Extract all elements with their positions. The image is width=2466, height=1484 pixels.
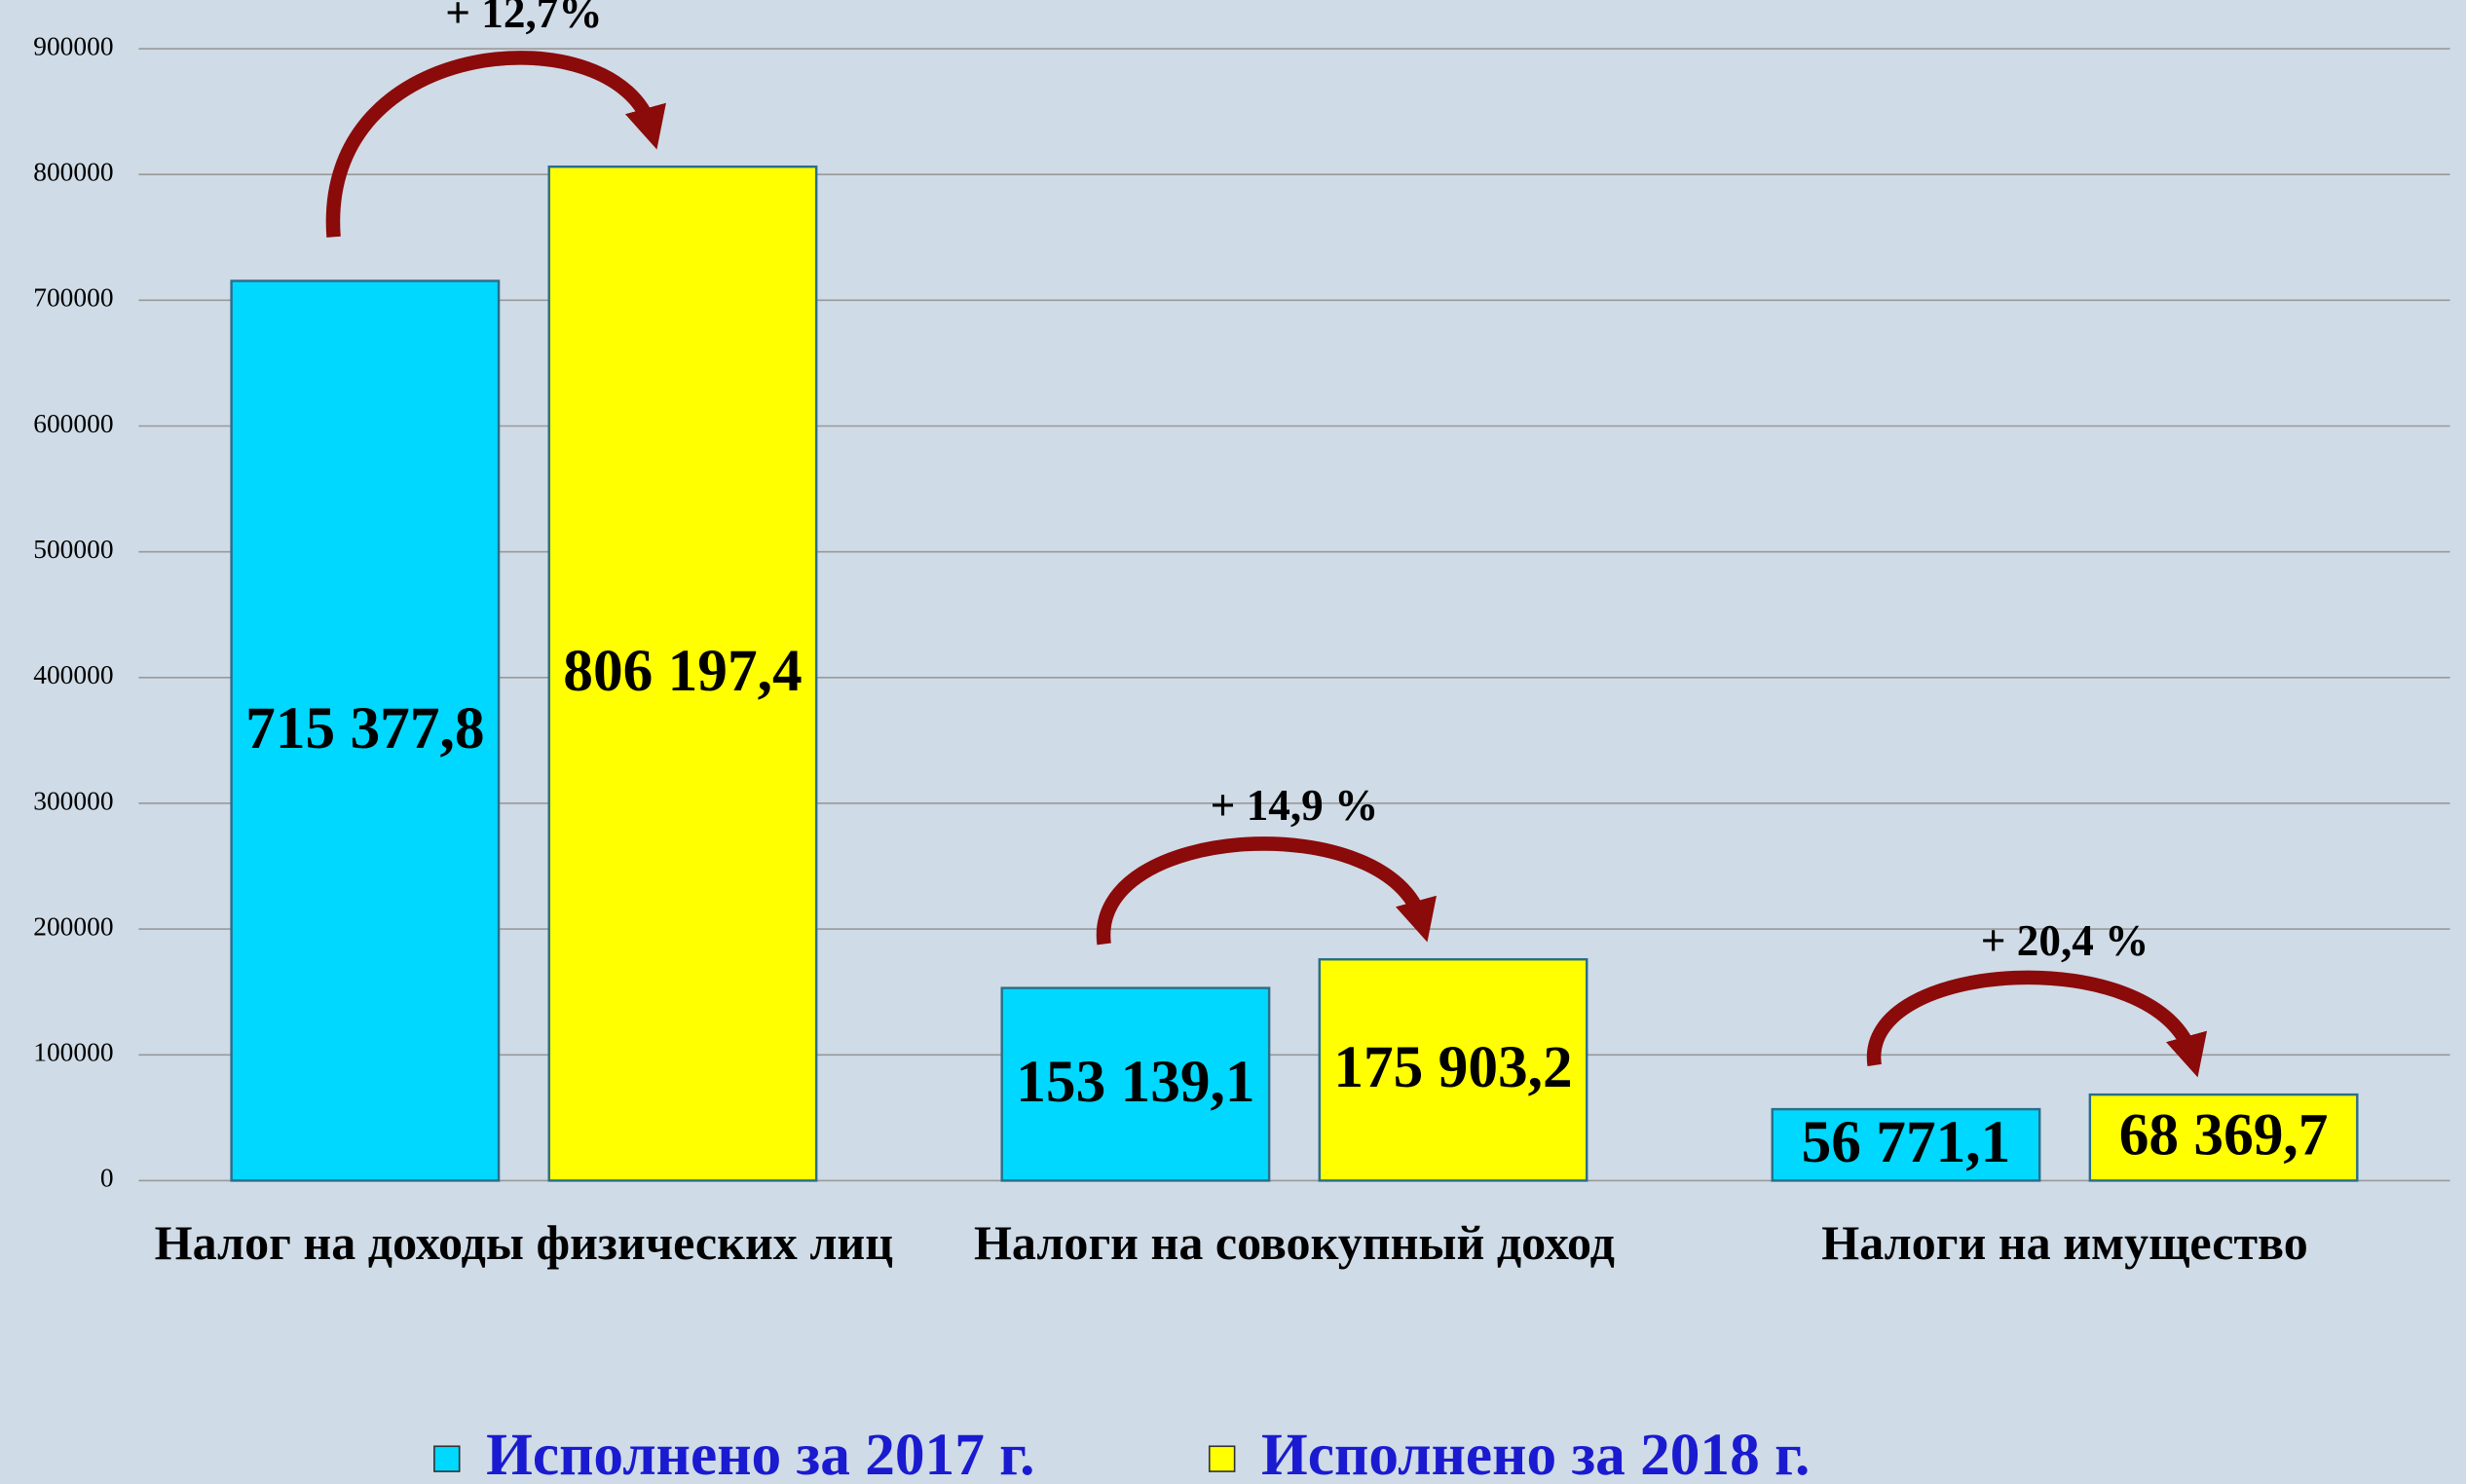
value-label: 175 903,2 [1333,1034,1572,1100]
bar [1771,1107,2041,1182]
y-tick-label: 200000 [33,911,113,941]
legend-swatch [433,1445,461,1472]
y-tick-label: 900000 [33,31,113,60]
growth-arrow [1096,836,1437,946]
y-tick-label: 300000 [33,786,113,815]
legend-label: Исполнено за 2018 г. [1261,1422,1810,1484]
value-label: 715 377,8 [245,695,484,761]
y-tick-label: 800000 [33,157,113,186]
y-tick-label: 100000 [33,1038,113,1067]
y-tick-label: 500000 [33,535,113,564]
value-label: 68 369,7 [2119,1102,2329,1169]
x-tick-label-box: Налог на доходы физических лиц [154,1214,894,1271]
y-tick-label: 400000 [33,660,113,689]
value-label: 56 771,1 [1802,1109,2011,1175]
legend-swatch [1208,1445,1236,1472]
bar [547,165,818,1182]
bar [230,279,501,1182]
annotation: + 14,9 % [1211,781,1379,830]
bar [2088,1093,2359,1182]
x-tick-label: Налог на доходы физических лиц [154,1214,894,1271]
x-tick-label-box: Налоги на совокупный доход [973,1214,1615,1271]
annotation: + 12,7% [445,0,602,37]
value-label: 806 197,4 [563,638,802,704]
annotation: + 20,4 % [1981,916,2149,965]
x-tick-label-box: Налоги на имущество [1821,1214,2308,1271]
y-tick-label: 700000 [33,283,113,313]
legend-label: Исполнено за 2017 г. [486,1422,1034,1484]
x-tick-label: Налоги на совокупный доход [973,1214,1615,1271]
bar [1000,986,1271,1182]
y-tick-label: 0 [100,1164,114,1193]
value-label: 153 139,1 [1016,1049,1254,1115]
bar [1318,958,1588,1182]
x-tick-label: Налоги на имущество [1821,1214,2308,1271]
y-tick-label: 600000 [33,409,113,438]
growth-arrow [1867,970,2207,1078]
growth-arrow [325,51,666,238]
